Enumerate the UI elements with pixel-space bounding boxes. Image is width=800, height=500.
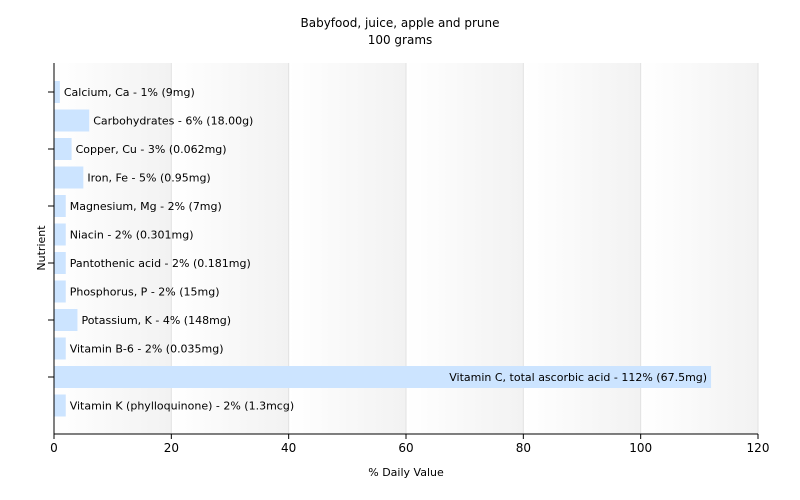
bars [54,81,712,417]
bar-label: Vitamin K (phylloquinone) - 2% (1.3mcg) [70,400,294,413]
y-axis-title: Nutrient [35,225,48,271]
bar-label: Phosphorus, P - 2% (15mg) [70,286,220,299]
bar [54,166,84,189]
bar [54,309,78,331]
chart-subtitle: 100 grams [368,33,433,47]
bar-label: Potassium, K - 4% (148mg) [81,314,231,327]
x-tick-label: 100 [629,441,652,455]
bar-label: Iron, Fe - 5% (0.95mg) [87,172,210,185]
bar [54,223,66,246]
x-tick-label: 40 [281,441,296,455]
bar [54,280,66,303]
bar [54,138,72,160]
bar-label: Calcium, Ca - 1% (9mg) [64,86,195,99]
bar [54,366,712,388]
axes [48,63,759,439]
chart-title: Babyfood, juice, apple and prune [301,16,500,30]
bar-label: Niacin - 2% (0.301mg) [70,229,194,242]
x-tick-label: 20 [164,441,179,455]
bar-label: Vitamin B-6 - 2% (0.035mg) [70,343,224,356]
bar [54,109,90,132]
bar [54,81,60,103]
bar-label: Vitamin C, total ascorbic acid - 112% (6… [449,371,707,384]
bar-labels: Calcium, Ca - 1% (9mg) Carbohydrates - 6%… [64,86,707,413]
bar-label: Carbohydrates - 6% (18.00g) [93,115,253,128]
bar [54,337,66,360]
bar [54,252,66,274]
bar-label: Magnesium, Mg - 2% (7mg) [70,200,222,213]
bar [54,195,66,217]
x-tick-label: 80 [516,441,531,455]
bar-label: Pantothenic acid - 2% (0.181mg) [70,257,251,270]
bar [54,394,66,417]
x-axis-title: % Daily Value [368,466,444,479]
tick-labels: 0 20 40 60 80 100 120 [50,441,769,455]
x-tick-label: 60 [398,441,413,455]
x-tick-label: 120 [747,441,770,455]
x-tick-label: 0 [50,441,58,455]
bar-label: Copper, Cu - 3% (0.062mg) [76,143,227,156]
